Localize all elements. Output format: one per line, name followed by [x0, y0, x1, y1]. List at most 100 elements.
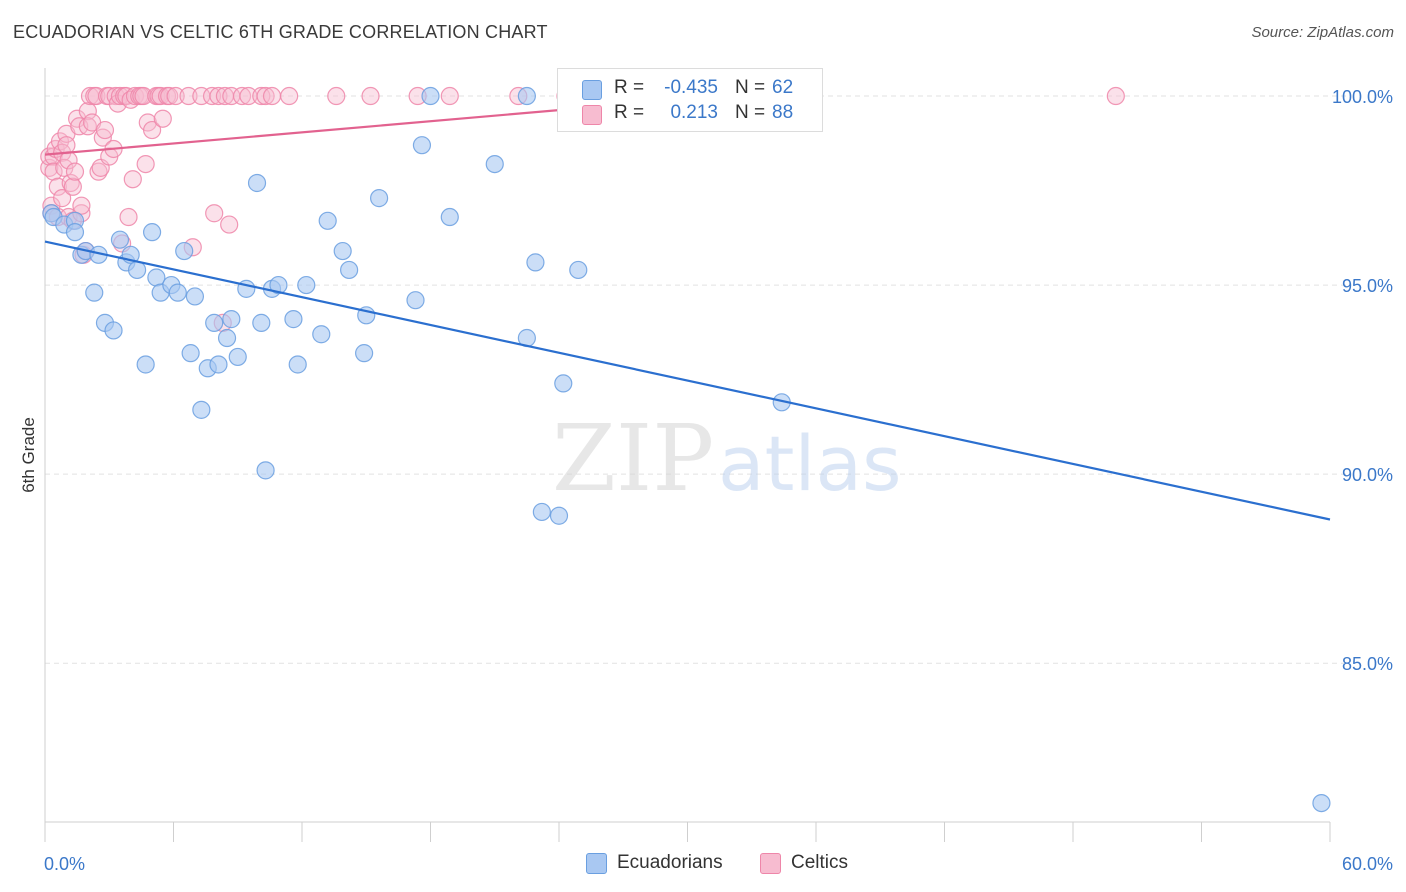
celtic-point [361, 86, 380, 106]
chart-source: Source: ZipAtlas.com [1251, 24, 1394, 41]
ecuadorian-point [517, 86, 536, 106]
legend-n-value: 88 [772, 102, 794, 123]
gridlines [45, 95, 1350, 664]
y-tick-label: 100.0% [1332, 87, 1393, 107]
legend-swatch-ecuadorians [586, 853, 607, 874]
celtic-point [440, 86, 459, 106]
ecuadorian-point [340, 260, 359, 280]
legend-n-label: N = [735, 77, 766, 98]
ecuadorian-trend-line [44, 240, 1331, 521]
legend-r-label: R = [614, 77, 645, 98]
celtic-point [93, 128, 112, 147]
ecuadorian-point [147, 268, 166, 287]
ecuadorian-point [549, 506, 569, 525]
x-tick-label: 60.0% [1342, 854, 1393, 874]
chart-title: ECUADORIAN VS CELTIC 6TH GRADE CORRELATI… [13, 22, 548, 42]
ecuadorian-point [421, 86, 440, 106]
celtic-point [53, 189, 72, 208]
celtic-point [262, 86, 282, 106]
celtic-point [57, 136, 76, 155]
celtic-point [179, 86, 198, 106]
tick-labels: 85.0% 90.0% 95.0% 100.0% 0.0% 60.0% [44, 87, 1393, 874]
celtic-point [256, 86, 275, 106]
ecuadorian-point [412, 136, 432, 155]
y-axis-label: 6th Grade [19, 417, 38, 493]
celtic-point [110, 86, 130, 106]
celtic-point [1106, 86, 1125, 106]
ecuadorian-point [247, 173, 267, 193]
ecuadorian-point [312, 325, 331, 344]
legend-swatch-celtics [760, 853, 781, 874]
ecuadorian-point [65, 223, 85, 242]
legend-label-celtics: Celtics [791, 852, 849, 873]
ecuadorian-point [205, 313, 224, 332]
watermark-atlas: atlas [718, 419, 902, 508]
celtic-point [166, 86, 185, 106]
ecuadorian-point [406, 291, 425, 310]
celtic-point [95, 120, 115, 140]
celtic-point [142, 120, 162, 140]
celtic-point [87, 86, 106, 106]
ecuadorian-point [127, 260, 147, 280]
celtic-point [119, 207, 138, 227]
ecuadorian-point [185, 287, 205, 306]
celtic-trend-line [44, 102, 635, 156]
celtic-point [136, 154, 155, 174]
y-tick-label: 95.0% [1342, 276, 1393, 296]
celtic-point [232, 86, 252, 106]
celtic-point [160, 86, 179, 106]
axes [44, 68, 1331, 842]
ecuadorian-point [85, 283, 104, 302]
y-tick-label: 85.0% [1342, 654, 1393, 674]
celtic-point [327, 86, 346, 106]
celtic-point [65, 162, 85, 181]
ecuadorian-point [333, 241, 352, 261]
ecuadorian-point [252, 313, 271, 332]
ecuadorian-point [142, 223, 162, 242]
ecuadorian-point [1312, 793, 1331, 813]
celtic-point [252, 86, 271, 106]
celtic-point [63, 177, 82, 196]
ecuadorian-point [110, 230, 130, 249]
ecuadorian-point [318, 211, 337, 230]
ecuadorian-point [440, 207, 459, 227]
celtic-point [280, 86, 299, 106]
legend-label-ecuadorians: Ecuadorians [617, 852, 723, 873]
legend-row-ecuadorians: R = -0.435 N = 62 [558, 77, 822, 101]
celtic-point [220, 215, 239, 234]
ecuadorian-point [256, 461, 275, 480]
ecuadorian-point [175, 241, 194, 261]
watermark-zip: ZIP [552, 405, 714, 512]
ecuadorian-point [217, 328, 237, 348]
ecuadorian-point [136, 355, 155, 374]
ecuadorian-point [284, 310, 303, 329]
legend-n-value: 62 [772, 77, 794, 98]
ecuadorian-point [104, 321, 123, 340]
celtic-point [68, 109, 87, 128]
legend-r-value: -0.435 [664, 77, 718, 98]
zipatlas-watermark: ZIP atlas [552, 405, 902, 512]
ecuadorian-point [569, 260, 588, 280]
x-tick-label: 0.0% [44, 854, 85, 874]
ecuadorian-point [297, 275, 316, 295]
trend-lines [44, 102, 1331, 521]
ecuadorian-point [222, 310, 241, 329]
legend-r-value: 0.213 [670, 102, 718, 123]
celtic-point [205, 204, 224, 223]
legend-r-label: R = [614, 102, 645, 123]
legend-n-label: N = [735, 102, 766, 123]
ecuadorian-point [485, 154, 504, 174]
ecuadorian-point [288, 355, 307, 374]
celtic-point [209, 86, 228, 106]
celtic-point [78, 102, 97, 121]
legend-row-celtics: R = 0.213 N = 88 [558, 102, 822, 126]
celtic-point [72, 196, 91, 215]
ecuadorian-point [269, 275, 288, 295]
ecuadorian-point [370, 189, 389, 208]
celtic-point [44, 162, 63, 181]
celtic-point [44, 147, 63, 166]
ecuadorian-point [209, 355, 228, 374]
ecuadorian-point [228, 347, 247, 367]
legend-swatch-celtics [582, 105, 602, 125]
celtic-point [153, 109, 172, 128]
